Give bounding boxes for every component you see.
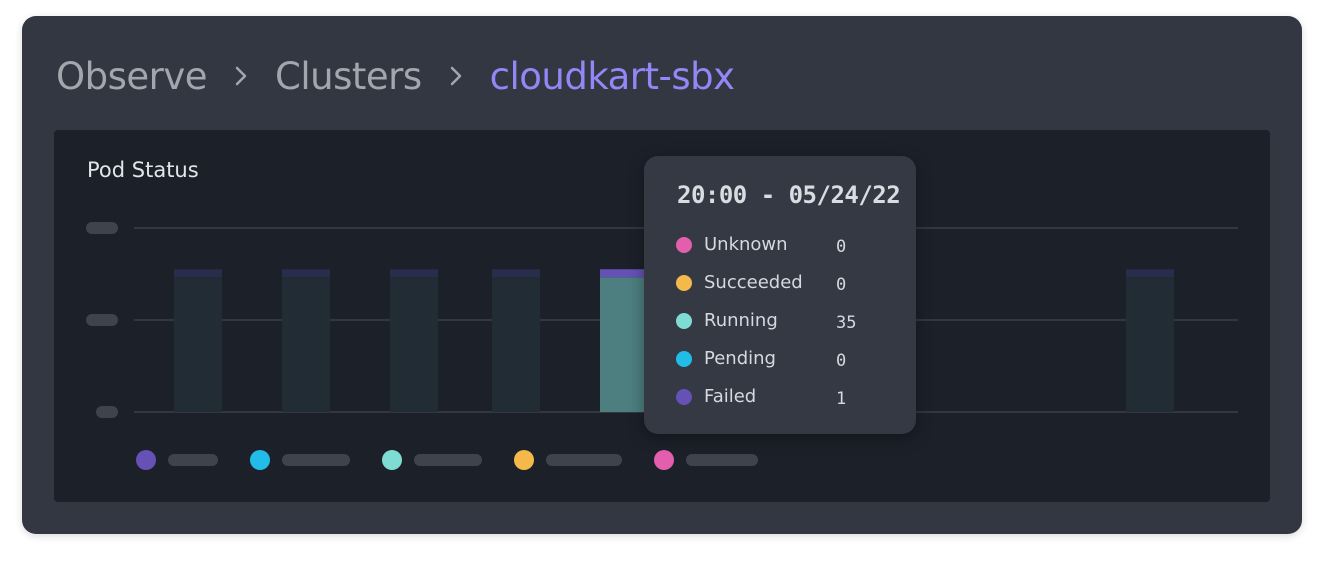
breadcrumb-clusters[interactable]: Clusters: [275, 54, 422, 98]
breadcrumb-current-cluster: cloudkart-sbx: [489, 54, 735, 98]
bar-running: [174, 277, 222, 412]
tooltip-value: 1: [836, 389, 847, 409]
bar-running: [390, 277, 438, 412]
chevron-right-icon: [219, 50, 263, 102]
tooltip-label: Running: [704, 310, 778, 331]
cluster-card: Observe Clusters cloudkart-sbx Pod Statu…: [22, 16, 1302, 534]
tooltip-label: Unknown: [704, 234, 788, 255]
tooltip-label: Failed: [704, 386, 757, 407]
tooltip-row-unknown: Unknown 0: [676, 233, 896, 257]
bar-failed: [174, 269, 222, 278]
legend-failed-dot-icon: [136, 450, 156, 470]
tooltip-value: 0: [836, 351, 847, 371]
pending-dot-icon: [676, 351, 692, 367]
legend-succeeded-dot-icon: [514, 450, 534, 470]
bar-failed: [390, 269, 438, 278]
running-dot-icon: [676, 313, 692, 329]
bar-failed: [492, 269, 540, 278]
legend-label-placeholder: [686, 454, 758, 466]
bar-running: [282, 277, 330, 412]
legend-label-placeholder: [168, 454, 218, 466]
bar-failed: [600, 269, 648, 278]
legend-label-placeholder: [282, 454, 350, 466]
breadcrumb-observe[interactable]: Observe: [56, 54, 208, 98]
tooltip-row-running: Running 35: [676, 309, 896, 333]
legend-unknown-dot-icon: [654, 450, 674, 470]
legend-running-dot-icon: [382, 450, 402, 470]
tooltip-value: 0: [836, 275, 847, 295]
tooltip-label: Succeeded: [704, 272, 803, 293]
panel-title: Pod Status: [87, 158, 199, 182]
legend-label-placeholder: [546, 454, 622, 466]
y-tick-placeholder: [96, 406, 118, 418]
chevron-right-icon: [434, 50, 478, 102]
chart-tooltip: 20:00 - 05/24/22 Unknown 0 Succeeded 0 R…: [644, 156, 916, 434]
legend-label-placeholder: [414, 454, 482, 466]
y-tick-placeholder: [86, 222, 118, 234]
legend-pending-dot-icon: [250, 450, 270, 470]
pod-status-chart: [86, 222, 1238, 470]
unknown-dot-icon: [676, 237, 692, 253]
bar-running: [600, 277, 648, 412]
bar-failed: [282, 269, 330, 278]
failed-dot-icon: [676, 389, 692, 405]
tooltip-label: Pending: [704, 348, 776, 369]
bar-failed: [1126, 269, 1174, 278]
bar-running: [492, 277, 540, 412]
succeeded-dot-icon: [676, 275, 692, 291]
y-tick-placeholder: [86, 314, 118, 326]
tooltip-value: 0: [836, 237, 847, 257]
tooltip-title: 20:00 - 05/24/22: [677, 181, 901, 209]
bar-running: [1126, 277, 1174, 412]
breadcrumb: Observe Clusters cloudkart-sbx: [56, 50, 735, 102]
tooltip-value: 35: [836, 313, 857, 333]
tooltip-row-failed: Failed 1: [676, 385, 896, 409]
tooltip-row-pending: Pending 0: [676, 347, 896, 371]
tooltip-row-succeeded: Succeeded 0: [676, 271, 896, 295]
